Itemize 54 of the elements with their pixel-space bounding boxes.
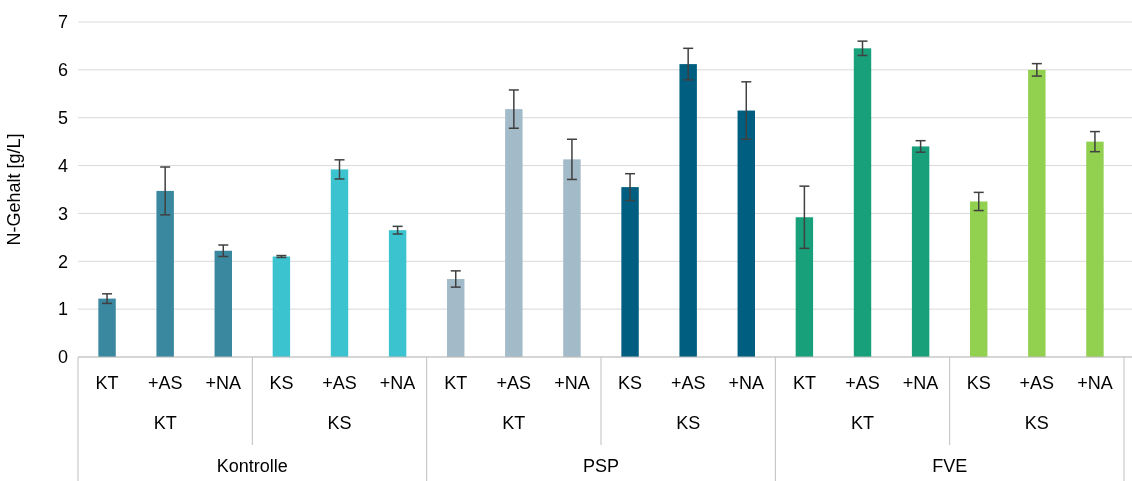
y-tick-label: 1 bbox=[57, 299, 68, 320]
bar bbox=[795, 217, 814, 357]
x-tick-label: +AS bbox=[322, 373, 357, 393]
x-tick-label: KS bbox=[966, 373, 991, 393]
x-tick-label: +AS bbox=[147, 373, 183, 393]
y-tick-label: 4 bbox=[57, 155, 68, 176]
x-tick-label: +NA bbox=[379, 373, 416, 393]
bar bbox=[970, 201, 988, 357]
text: KS bbox=[327, 413, 352, 433]
y-tick-label: 3 bbox=[57, 203, 68, 224]
bar bbox=[156, 190, 174, 357]
bar bbox=[1086, 141, 1104, 357]
x-tick-label: KS bbox=[618, 373, 643, 393]
text: KS bbox=[676, 413, 701, 433]
bar bbox=[330, 169, 349, 357]
x-tick-label: +AS bbox=[496, 373, 532, 393]
text: FVE bbox=[932, 456, 968, 476]
y-tick-label: 6 bbox=[57, 60, 68, 81]
x-tick-label: +AS bbox=[845, 373, 880, 393]
x-tick-label: KT bbox=[444, 373, 468, 393]
y-tick-label: 5 bbox=[57, 108, 68, 129]
y-axis-title: N-Gehalt [g/L] bbox=[4, 133, 24, 246]
y-tick-label: 0 bbox=[57, 347, 68, 368]
text: KT bbox=[850, 413, 875, 433]
text: KS bbox=[1024, 413, 1049, 433]
x-tick-label: +NA bbox=[554, 373, 590, 393]
text: Kontrolle bbox=[216, 456, 288, 476]
x-tick-label: +AS bbox=[1019, 373, 1055, 393]
text: PSP bbox=[582, 456, 620, 476]
bar bbox=[621, 187, 639, 357]
bar bbox=[447, 278, 465, 357]
bar bbox=[737, 110, 755, 357]
bar bbox=[388, 230, 407, 357]
bar bbox=[911, 146, 930, 357]
bar bbox=[505, 109, 523, 357]
x-tick-label: +NA bbox=[1077, 373, 1113, 393]
bar bbox=[563, 159, 581, 357]
bar bbox=[214, 250, 232, 357]
x-tick-label: KT bbox=[95, 373, 119, 393]
bar bbox=[679, 64, 697, 357]
text: KT bbox=[502, 413, 526, 433]
y-tick-label: 7 bbox=[57, 12, 68, 33]
x-tick-label: KS bbox=[269, 373, 294, 393]
x-tick-label: +AS bbox=[670, 373, 706, 393]
bar bbox=[1028, 69, 1046, 357]
y-tick-label: 2 bbox=[57, 251, 68, 272]
text: KT bbox=[153, 413, 177, 433]
bar bbox=[98, 298, 116, 357]
bar bbox=[853, 48, 872, 357]
x-tick-label: +NA bbox=[902, 373, 939, 393]
x-tick-label: +NA bbox=[205, 373, 242, 393]
bar bbox=[272, 256, 291, 357]
x-tick-label: KT bbox=[792, 373, 816, 393]
x-tick-label: +NA bbox=[728, 373, 765, 393]
